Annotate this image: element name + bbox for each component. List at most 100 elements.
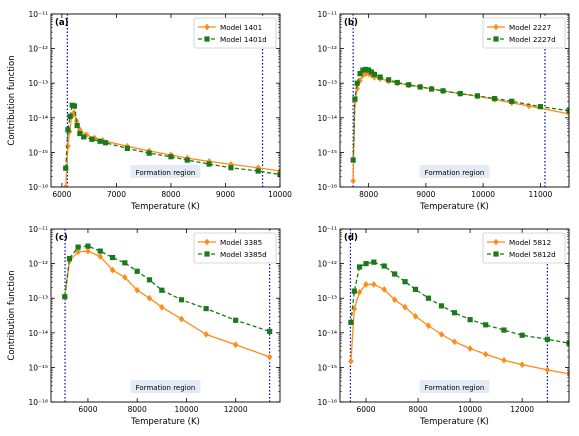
- legend-marker: [204, 251, 210, 257]
- data-point: [228, 165, 234, 171]
- panel-3: Formation region 10⁻¹⁶ 10⁻¹⁵ 10⁻¹⁴ 10⁻¹³ 10⁻¹…: [7, 225, 281, 427]
- data-point: [509, 98, 515, 104]
- data-point: [91, 134, 98, 142]
- y-tick-label: 10⁻¹¹: [28, 225, 48, 234]
- data-point: [85, 247, 91, 255]
- y-tick-label: 10⁻¹¹: [28, 10, 48, 19]
- y-tick-label: 10⁻¹³: [317, 79, 337, 88]
- data-point: [483, 350, 489, 358]
- data-point: [255, 168, 261, 174]
- legend-label: Model 2227: [509, 23, 551, 32]
- data-point: [457, 91, 463, 97]
- legend: [193, 232, 277, 264]
- legend-label: Model 3385d: [220, 250, 267, 259]
- formation-region-label: Formation region: [136, 169, 196, 177]
- y-tick-label: 10⁻¹⁴: [317, 329, 337, 338]
- data-point: [371, 259, 377, 265]
- x-axis-label: Temperature (K): [419, 417, 489, 427]
- data-point: [109, 254, 116, 261]
- data-point: [350, 177, 356, 185]
- legend: [482, 232, 566, 264]
- data-point: [75, 244, 81, 250]
- data-point: [425, 295, 432, 301]
- plot-frame: [50, 13, 281, 188]
- data-point: [544, 336, 551, 342]
- x-tick-label: 8000: [359, 190, 378, 199]
- data-point: [519, 361, 525, 369]
- data-point: [66, 255, 73, 262]
- data-point: [146, 150, 152, 156]
- data-point: [371, 71, 377, 77]
- data-point: [74, 122, 80, 129]
- data-point: [184, 157, 190, 163]
- formation-region-label: Formation region: [136, 384, 196, 392]
- data-point: [491, 95, 498, 102]
- data-point: [159, 303, 165, 311]
- data-point: [348, 357, 354, 365]
- x-tick-label: 6000: [78, 405, 97, 414]
- data-point: [467, 317, 473, 323]
- series-line: [350, 283, 569, 375]
- x-tick-label: 10000: [471, 190, 495, 199]
- data-point: [65, 142, 71, 150]
- data-point: [348, 319, 354, 325]
- data-point: [377, 74, 383, 80]
- formation-region-label: Formation region: [425, 169, 485, 177]
- data-point: [102, 140, 109, 146]
- data-point: [357, 70, 363, 77]
- y-tick-label: 10⁻¹⁵: [317, 148, 337, 157]
- formation-region-label: Formation region: [425, 384, 485, 392]
- data-point: [122, 273, 128, 281]
- panel-1: Formation region 10⁻¹⁶ 10⁻¹⁵ 10⁻¹⁴ 10⁻¹³ 10⁻¹…: [7, 10, 292, 212]
- y-tick-label: 10⁻¹²: [317, 45, 337, 54]
- y-tick-label: 10⁻¹³: [317, 294, 337, 303]
- y-tick-label: 10⁻¹²: [28, 45, 48, 54]
- data-point: [354, 85, 360, 92]
- data-point: [97, 248, 103, 254]
- data-point: [62, 294, 68, 300]
- legend-marker: [493, 36, 499, 42]
- formation-region-box: [130, 380, 201, 393]
- data-point: [386, 77, 392, 83]
- data-point: [451, 310, 458, 316]
- x-tick-label: 7000: [107, 190, 126, 199]
- data-point: [438, 330, 445, 338]
- data-point: [206, 161, 212, 167]
- formation-region-box: [130, 165, 201, 178]
- y-tick-label: 10⁻¹⁶: [28, 398, 48, 407]
- legend-marker: [204, 36, 210, 42]
- data-point: [474, 93, 480, 99]
- legend-label: Model 1401d: [220, 35, 267, 44]
- x-axis-label: Temperature (K): [130, 202, 200, 212]
- x-tick-label: 12000: [224, 405, 248, 414]
- data-point: [97, 253, 103, 260]
- panel-4: Formation region 10⁻¹⁶ 10⁻¹⁵ 10⁻¹⁴ 10⁻¹³ 10⁻¹…: [317, 225, 570, 427]
- data-point: [366, 67, 372, 73]
- data-point: [134, 268, 140, 274]
- data-point: [526, 102, 532, 110]
- plot-frame: [339, 13, 570, 188]
- data-point: [451, 338, 458, 346]
- data-point: [168, 154, 174, 160]
- data-point: [63, 183, 69, 187]
- data-point: [178, 297, 185, 303]
- y-tick-label: 10⁻¹²: [28, 260, 48, 269]
- series-line: [352, 72, 569, 181]
- x-axis-label: Temperature (K): [419, 202, 489, 212]
- y-tick-label: 10⁻¹⁶: [317, 398, 337, 407]
- y-tick-label: 10⁻¹¹: [317, 10, 337, 19]
- data-point: [356, 264, 363, 270]
- data-point: [109, 266, 116, 274]
- data-point: [146, 294, 153, 302]
- x-tick-label: 12000: [510, 405, 534, 414]
- data-point: [392, 271, 398, 277]
- data-point: [537, 104, 543, 110]
- data-point: [417, 84, 423, 90]
- data-point: [63, 165, 69, 171]
- data-point: [483, 322, 489, 328]
- y-tick-label: 10⁻¹⁴: [28, 114, 48, 123]
- x-tick-label: 10000: [175, 405, 199, 414]
- plot-frame: [50, 228, 281, 403]
- y-tick-label: 10⁻¹²: [317, 260, 337, 269]
